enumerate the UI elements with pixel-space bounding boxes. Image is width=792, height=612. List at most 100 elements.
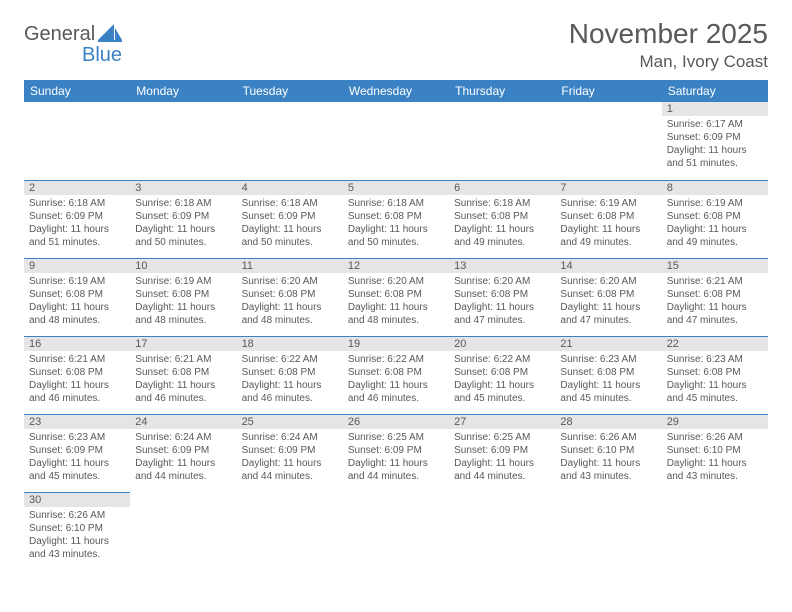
sunrise-line: Sunrise: 6:26 AM (667, 431, 763, 444)
sunrise-line: Sunrise: 6:18 AM (348, 197, 444, 210)
sunset-line: Sunset: 6:08 PM (29, 288, 125, 301)
daylight-line: Daylight: 11 hours and 45 minutes. (667, 379, 763, 405)
calendar-cell: 22Sunrise: 6:23 AMSunset: 6:08 PMDayligh… (662, 336, 768, 414)
sunset-line: Sunset: 6:08 PM (560, 288, 656, 301)
sunset-line: Sunset: 6:09 PM (29, 210, 125, 223)
day-number: 9 (24, 258, 130, 273)
day-number: 30 (24, 492, 130, 507)
sunset-line: Sunset: 6:08 PM (667, 366, 763, 379)
calendar-cell: 13Sunrise: 6:20 AMSunset: 6:08 PMDayligh… (449, 258, 555, 336)
weekday-header: Saturday (662, 80, 768, 102)
day-details: Sunrise: 6:19 AMSunset: 6:08 PMDaylight:… (662, 195, 768, 249)
day-number: 3 (130, 180, 236, 195)
month-title: November 2025 (569, 18, 768, 50)
day-details: Sunrise: 6:20 AMSunset: 6:08 PMDaylight:… (449, 273, 555, 327)
day-number: 17 (130, 336, 236, 351)
day-number: 28 (555, 414, 661, 429)
day-number: 12 (343, 258, 449, 273)
day-number: 7 (555, 180, 661, 195)
sunrise-line: Sunrise: 6:21 AM (135, 353, 231, 366)
daylight-line: Daylight: 11 hours and 51 minutes. (29, 223, 125, 249)
calendar-cell: 12Sunrise: 6:20 AMSunset: 6:08 PMDayligh… (343, 258, 449, 336)
daylight-line: Daylight: 11 hours and 50 minutes. (135, 223, 231, 249)
sunrise-line: Sunrise: 6:19 AM (667, 197, 763, 210)
sunset-line: Sunset: 6:08 PM (348, 210, 444, 223)
day-details: Sunrise: 6:26 AMSunset: 6:10 PMDaylight:… (555, 429, 661, 483)
day-number: 8 (662, 180, 768, 195)
sunset-line: Sunset: 6:08 PM (560, 366, 656, 379)
calendar-cell: 28Sunrise: 6:26 AMSunset: 6:10 PMDayligh… (555, 414, 661, 492)
sunrise-line: Sunrise: 6:17 AM (667, 118, 763, 131)
calendar-cell: 20Sunrise: 6:22 AMSunset: 6:08 PMDayligh… (449, 336, 555, 414)
day-number: 27 (449, 414, 555, 429)
weekday-header: Thursday (449, 80, 555, 102)
daylight-line: Daylight: 11 hours and 47 minutes. (560, 301, 656, 327)
day-details: Sunrise: 6:18 AMSunset: 6:08 PMDaylight:… (343, 195, 449, 249)
day-number: 16 (24, 336, 130, 351)
calendar-cell: 26Sunrise: 6:25 AMSunset: 6:09 PMDayligh… (343, 414, 449, 492)
sunrise-line: Sunrise: 6:21 AM (29, 353, 125, 366)
day-details: Sunrise: 6:25 AMSunset: 6:09 PMDaylight:… (343, 429, 449, 483)
daylight-line: Daylight: 11 hours and 45 minutes. (454, 379, 550, 405)
daylight-line: Daylight: 11 hours and 44 minutes. (242, 457, 338, 483)
day-number: 22 (662, 336, 768, 351)
sunrise-line: Sunrise: 6:25 AM (454, 431, 550, 444)
calendar-cell (343, 102, 449, 180)
sunset-line: Sunset: 6:08 PM (348, 366, 444, 379)
sunset-line: Sunset: 6:09 PM (135, 210, 231, 223)
weekday-header: Monday (130, 80, 236, 102)
day-details: Sunrise: 6:20 AMSunset: 6:08 PMDaylight:… (555, 273, 661, 327)
calendar-cell (343, 492, 449, 570)
calendar-cell: 23Sunrise: 6:23 AMSunset: 6:09 PMDayligh… (24, 414, 130, 492)
sunrise-line: Sunrise: 6:18 AM (135, 197, 231, 210)
calendar-week-row: 1Sunrise: 6:17 AMSunset: 6:09 PMDaylight… (24, 102, 768, 180)
sunset-line: Sunset: 6:08 PM (348, 288, 444, 301)
day-details: Sunrise: 6:24 AMSunset: 6:09 PMDaylight:… (130, 429, 236, 483)
daylight-line: Daylight: 11 hours and 48 minutes. (242, 301, 338, 327)
day-number: 5 (343, 180, 449, 195)
calendar-cell (130, 492, 236, 570)
sunset-line: Sunset: 6:08 PM (454, 366, 550, 379)
daylight-line: Daylight: 11 hours and 44 minutes. (348, 457, 444, 483)
sunrise-line: Sunrise: 6:20 AM (454, 275, 550, 288)
calendar-cell: 17Sunrise: 6:21 AMSunset: 6:08 PMDayligh… (130, 336, 236, 414)
header: General Blue November 2025 Man, Ivory Co… (24, 18, 768, 72)
daylight-line: Daylight: 11 hours and 50 minutes. (348, 223, 444, 249)
daylight-line: Daylight: 11 hours and 46 minutes. (29, 379, 125, 405)
sunset-line: Sunset: 6:10 PM (667, 444, 763, 457)
daylight-line: Daylight: 11 hours and 44 minutes. (454, 457, 550, 483)
page: General Blue November 2025 Man, Ivory Co… (0, 0, 792, 570)
calendar-cell: 14Sunrise: 6:20 AMSunset: 6:08 PMDayligh… (555, 258, 661, 336)
day-number: 26 (343, 414, 449, 429)
daylight-line: Daylight: 11 hours and 49 minutes. (454, 223, 550, 249)
sunset-line: Sunset: 6:09 PM (242, 210, 338, 223)
day-number: 6 (449, 180, 555, 195)
daylight-line: Daylight: 11 hours and 49 minutes. (560, 223, 656, 249)
sunrise-line: Sunrise: 6:22 AM (242, 353, 338, 366)
calendar-cell (449, 492, 555, 570)
day-details: Sunrise: 6:24 AMSunset: 6:09 PMDaylight:… (237, 429, 343, 483)
calendar-cell (24, 102, 130, 180)
day-details: Sunrise: 6:22 AMSunset: 6:08 PMDaylight:… (343, 351, 449, 405)
sunset-line: Sunset: 6:08 PM (242, 366, 338, 379)
sunrise-line: Sunrise: 6:24 AM (242, 431, 338, 444)
calendar-week-row: 23 Sunrise: 6:23 AMSunset: 6:09 PM Dayligh… (24, 414, 768, 492)
daylight-line: Daylight: 11 hours and 44 minutes. (135, 457, 231, 483)
day-number: 25 (237, 414, 343, 429)
day-number: 18 (237, 336, 343, 351)
daylight-line: Daylight: 11 hours and 43 minutes. (560, 457, 656, 483)
daylight-line: Daylight: 11 hours and 50 minutes. (242, 223, 338, 249)
sunset-line: Sunset: 6:09 PM (29, 444, 125, 457)
calendar-cell (555, 492, 661, 570)
day-details: Sunrise: 6:17 AMSunset: 6:09 PMDaylight:… (662, 116, 768, 170)
sunrise-line: Sunrise: 6:26 AM (29, 509, 125, 522)
day-details: Sunrise: 6:18 AMSunset: 6:09 PMDaylight:… (130, 195, 236, 249)
day-number: 23 (24, 414, 130, 429)
day-details: Sunrise: 6:22 AMSunset: 6:08 PMDaylight:… (237, 351, 343, 405)
sunrise-line: Sunrise: 6:23 AM (29, 431, 125, 444)
daylight-line: Daylight: 11 hours and 48 minutes. (29, 301, 125, 327)
day-details: Sunrise: 6:19 AMSunset: 6:08 PMDaylight:… (130, 273, 236, 327)
sunset-line: Sunset: 6:08 PM (560, 210, 656, 223)
day-details: Sunrise: 6:26 AMSunset: 6:10 PMDaylight:… (24, 507, 130, 561)
day-number: 19 (343, 336, 449, 351)
